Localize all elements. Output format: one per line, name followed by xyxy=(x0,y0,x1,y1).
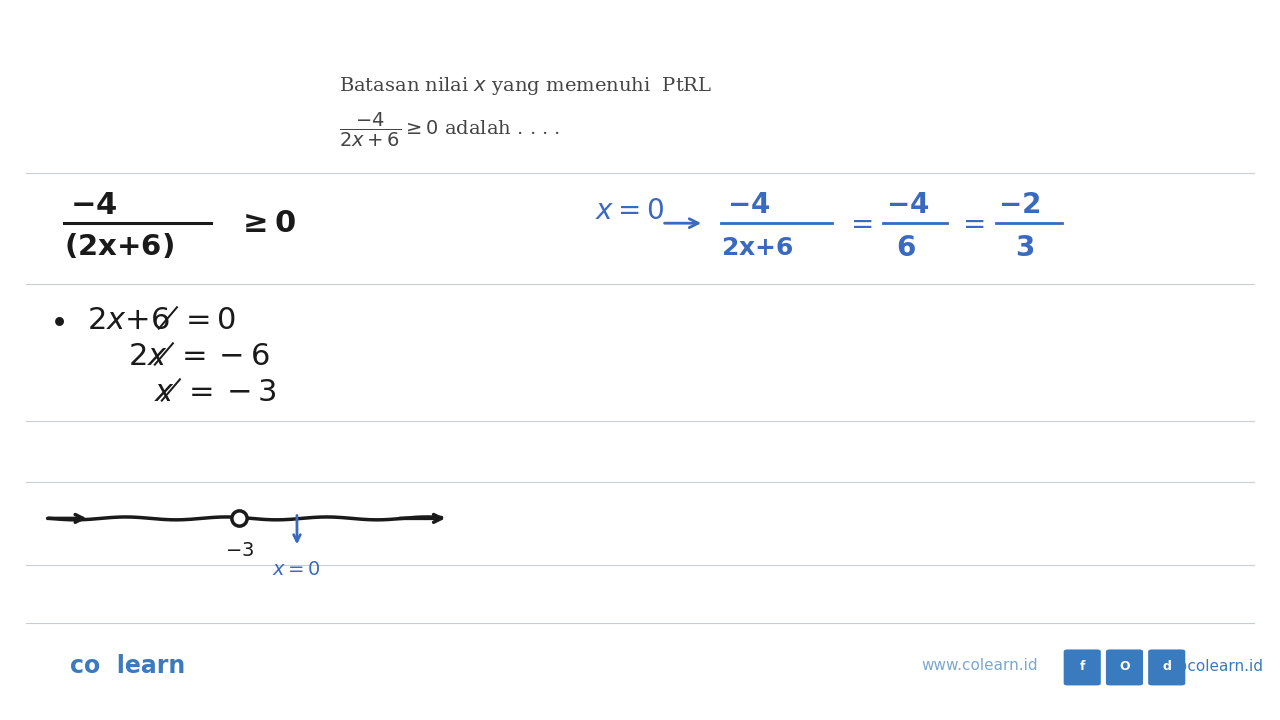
FancyBboxPatch shape xyxy=(1064,649,1101,685)
Text: O: O xyxy=(1120,660,1130,672)
FancyBboxPatch shape xyxy=(1148,649,1185,685)
Text: $\mathbf{(2x{+}6)}$: $\mathbf{(2x{+}6)}$ xyxy=(64,233,174,261)
Text: f: f xyxy=(1080,660,1085,672)
Text: $2x{+}6\ \not= 0$: $2x{+}6\ \not= 0$ xyxy=(87,306,237,335)
Text: $\dfrac{-4}{2x+6} \geq 0$ adalah . . . .: $\dfrac{-4}{2x+6} \geq 0$ adalah . . . . xyxy=(339,111,561,148)
Text: $x{=}0$: $x{=}0$ xyxy=(273,560,321,579)
Text: $-3$: $-3$ xyxy=(225,541,253,560)
Text: $\mathbf{-4}$: $\mathbf{-4}$ xyxy=(70,191,118,220)
Text: $=$: $=$ xyxy=(957,210,986,237)
Text: @colearn.id: @colearn.id xyxy=(1172,658,1263,674)
FancyBboxPatch shape xyxy=(1106,649,1143,685)
Text: $=$: $=$ xyxy=(845,210,873,237)
Text: $\mathbf{-2}$: $\mathbf{-2}$ xyxy=(998,192,1041,219)
Text: $\mathbf{-4}$: $\mathbf{-4}$ xyxy=(727,192,771,219)
Text: $\mathbf{6}$: $\mathbf{6}$ xyxy=(896,235,916,262)
Text: $\mathbf{-4}$: $\mathbf{-4}$ xyxy=(886,192,929,219)
Text: $\mathbf{2x{+}6}$: $\mathbf{2x{+}6}$ xyxy=(721,236,794,261)
Text: $\mathbf{3}$: $\mathbf{3}$ xyxy=(1015,235,1034,262)
Text: Batasan nilai $x$ yang memenuhi  PtRL: Batasan nilai $x$ yang memenuhi PtRL xyxy=(339,76,712,97)
Text: $\bullet$: $\bullet$ xyxy=(49,306,64,335)
Text: www.colearn.id: www.colearn.id xyxy=(922,659,1038,673)
Text: co  learn: co learn xyxy=(70,654,186,678)
Text: d: d xyxy=(1164,660,1171,672)
Text: $\mathbf{\geq 0}$: $\mathbf{\geq 0}$ xyxy=(237,209,296,238)
Text: $x{=}0$: $x{=}0$ xyxy=(595,197,664,225)
Text: $2x\ \not= -6$: $2x\ \not= -6$ xyxy=(128,342,270,371)
Text: $x\ \not= -3$: $x\ \not= -3$ xyxy=(154,378,276,407)
